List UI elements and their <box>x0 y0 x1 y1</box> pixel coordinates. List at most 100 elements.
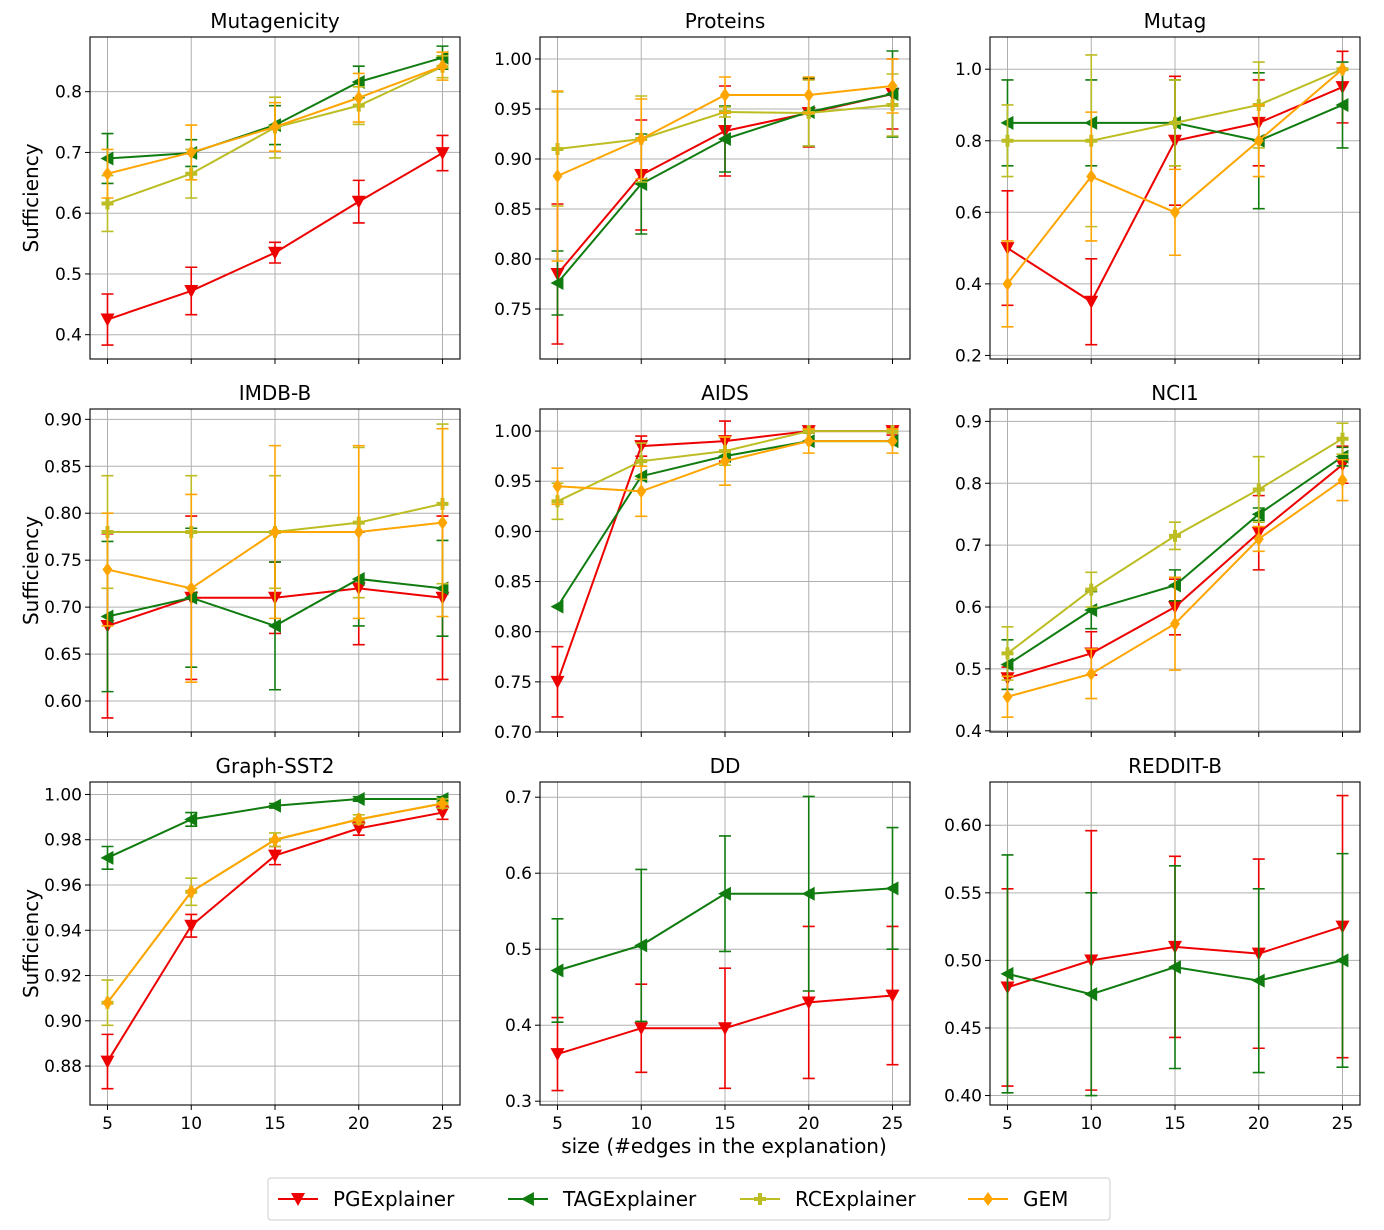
proteins-ytick-label: 0.85 <box>494 200 532 220</box>
graph-sst2-ytick-label: 0.98 <box>44 831 82 851</box>
nci1-rcexplainer-point <box>1252 483 1265 496</box>
panel-reddit-b: 0.40 0.45 0.50 0.55 0.60 5 10 15 20 25 REDDIT-B <box>944 754 1361 1134</box>
panel-mutagenicity: 0.4 0.5 0.6 0.7 0.8 Mutagenicity Sufficiency <box>19 9 461 364</box>
reddit-b-xtick-label: 5 <box>1002 1114 1013 1134</box>
mutagenicity-series-gem <box>101 51 449 199</box>
proteins-tagexplainer-point <box>718 132 731 146</box>
legend-entry-rcexplainer: RCExplainer <box>740 1187 916 1211</box>
proteins-tagexplainer-point <box>550 276 564 290</box>
reddit-b-ytick-label: 0.60 <box>944 816 982 836</box>
nci1-ytick-label: 0.7 <box>955 536 982 556</box>
aids-ytick-label: 0.85 <box>494 573 532 593</box>
legend-label: PGExplainer <box>333 1187 455 1211</box>
reddit-b-series-tagexplainer <box>1000 852 1349 1097</box>
graph-sst2-y-axis-label: Sufficiency <box>19 889 43 998</box>
nci1-series-rcexplainer <box>1001 422 1349 681</box>
graph-sst2-xtick-label: 10 <box>180 1114 202 1134</box>
proteins-ytick-label: 0.75 <box>494 300 532 320</box>
nci1-rcexplainer-point <box>1001 647 1014 660</box>
mutag-gem-point <box>1337 62 1348 77</box>
legend-label: GEM <box>1023 1187 1068 1211</box>
graph-sst2-gem-point <box>270 832 280 847</box>
aids-gem-point <box>720 454 730 469</box>
nci1-rcexplainer-point <box>1169 529 1181 542</box>
graph-sst2-pgexplainer-point <box>268 849 282 863</box>
aids-ytick-label: 1.00 <box>494 422 532 442</box>
legend: PGExplainer TAGExplainer RCExplainer GEM <box>267 1177 1111 1221</box>
graph-sst2-pgexplainer-point <box>100 1055 115 1069</box>
panel-nci1: 0.4 0.5 0.6 0.7 0.8 0.9 NCI1 <box>955 381 1361 742</box>
imdb-b-ytick-label: 0.75 <box>44 551 82 571</box>
imdb-b-gem-point <box>270 525 280 540</box>
graph-sst2-gem-point <box>186 884 197 899</box>
nci1-gem-point <box>1253 531 1264 546</box>
imdb-b-ytick-label: 0.65 <box>44 645 82 665</box>
graph-sst2-gem-point <box>102 995 113 1010</box>
proteins-ytick-label: 0.90 <box>494 150 532 170</box>
mutag-ytick-label: 0.8 <box>955 132 982 152</box>
dd-series-tagexplainer <box>550 795 899 1023</box>
aids-ytick-label: 0.75 <box>494 673 532 693</box>
aids-rcexplainer-point <box>635 455 648 468</box>
reddit-b-ytick-label: 0.50 <box>944 951 982 971</box>
legend-marker <box>754 1193 766 1205</box>
legend-frame <box>267 1177 1111 1221</box>
reddit-b-xtick-label: 10 <box>1080 1114 1102 1134</box>
proteins-ytick-label: 1.00 <box>494 50 532 70</box>
graph-sst2-tagexplainer-point <box>184 812 198 827</box>
graph-sst2-ytick-label: 0.90 <box>44 1012 82 1032</box>
mutagenicity-pgexplainer-point <box>184 285 199 298</box>
reddit-b-tagexplainer-point <box>1000 966 1014 981</box>
mutag-rcexplainer-point <box>1001 134 1014 147</box>
graph-sst2-tagexplainer-point <box>100 850 114 865</box>
graph-sst2-gem-point <box>353 812 364 827</box>
graph-sst2-xtick-label: 5 <box>102 1114 113 1134</box>
mutagenicity-pgexplainer-point <box>435 147 450 161</box>
legend-marker <box>983 1192 993 1206</box>
graph-sst2-pgexplainer-point <box>435 806 450 820</box>
nci1-gem-point <box>1337 473 1348 488</box>
imdb-b-gem-point <box>353 525 364 540</box>
graph-sst2-tagexplainer-point <box>268 798 281 813</box>
mutag-series-gem <box>1001 62 1348 328</box>
imdb-b-gem-point <box>437 515 448 530</box>
legend-label: RCExplainer <box>795 1187 916 1211</box>
imdb-b-tagexplainer-point <box>268 618 281 633</box>
mutag-tagexplainer-point <box>1335 97 1349 112</box>
proteins-ytick-label: 0.80 <box>494 250 532 270</box>
panel-aids: 0.70 0.75 0.80 0.85 0.90 0.95 1.00 AIDS <box>494 381 911 743</box>
nci1-ytick-label: 0.4 <box>955 722 982 742</box>
mutagenicity-gem-point <box>437 59 448 74</box>
imdb-b-gem-point <box>102 562 113 577</box>
nci1-gem-point <box>1170 616 1180 631</box>
mutagenicity-series-pgexplainer <box>100 134 450 346</box>
proteins-gem-point <box>887 79 898 93</box>
graph-sst2-pgexplainer-point <box>184 919 199 933</box>
dd-xtick-label: 5 <box>552 1114 563 1134</box>
legend-marker <box>291 1193 305 1206</box>
mutag-ytick-label: 0.4 <box>955 275 982 295</box>
imdb-b-series-gem <box>101 427 449 684</box>
nci1-gem-point <box>1002 689 1013 704</box>
aids-gem-point <box>636 484 647 499</box>
dd-tagexplainer-point <box>885 881 899 896</box>
imdb-b-ytick-label: 0.90 <box>44 410 82 430</box>
reddit-b-ytick-label: 0.55 <box>944 884 982 904</box>
proteins-title: Proteins <box>685 9 766 33</box>
reddit-b-xtick-label: 25 <box>1332 1114 1354 1134</box>
mutagenicity-y-axis-label: Sufficiency <box>19 143 43 252</box>
aids-ytick-label: 0.95 <box>494 472 532 492</box>
dd-ytick-label: 0.5 <box>505 940 532 960</box>
dd-pgexplainer-point <box>550 1048 565 1062</box>
graph-sst2-series-gem <box>102 796 448 1010</box>
reddit-b-tagexplainer-point <box>1168 960 1181 975</box>
proteins-gem-point <box>636 132 647 146</box>
dd-tagexplainer-point <box>634 938 648 953</box>
nci1-title: NCI1 <box>1151 381 1199 405</box>
imdb-b-ytick-label: 0.85 <box>44 457 82 477</box>
graph-sst2-gem-point <box>437 796 448 811</box>
graph-sst2-ytick-label: 0.96 <box>44 876 82 896</box>
mutagenicity-title: Mutagenicity <box>210 9 340 33</box>
graph-sst2-series-tagexplainer <box>100 791 449 870</box>
legend-entry-gem: GEM <box>968 1187 1068 1211</box>
